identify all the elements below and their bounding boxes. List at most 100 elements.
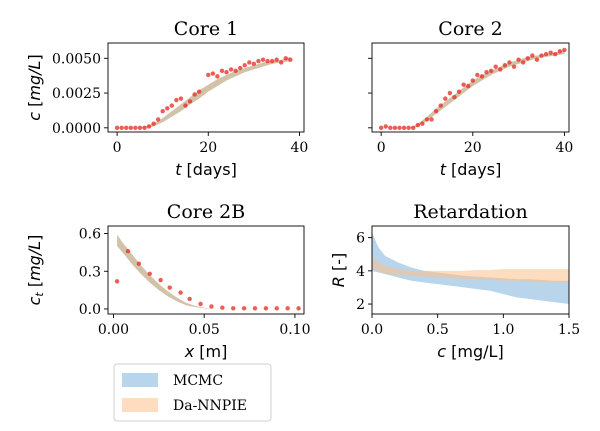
data-point [507,60,512,65]
x-tick-label: 1.5 [558,322,580,338]
y-tick-label: 0.0050 [52,51,101,67]
data-point [220,305,225,310]
x-tick-label: 20 [199,140,217,156]
data-point [263,306,269,311]
data-point [155,117,161,122]
y-tick-label: 4 [356,264,365,280]
x-tick-label: 0 [377,140,386,156]
data-point [420,121,425,126]
data-point [136,261,142,266]
band-danppie-retardation [372,255,569,283]
data-point [429,117,434,122]
data-point [215,74,220,79]
data-point [133,125,138,131]
data-point [525,56,530,61]
axes-frame [107,42,305,133]
data-point [488,68,494,74]
data-point [265,58,270,64]
y-tick-label: 2 [356,297,365,313]
data-point [397,125,402,131]
data-point [178,96,184,101]
chart-title: Retardation [413,201,527,223]
y-axis-label: R [-] [329,253,348,287]
axes-frame [371,42,570,133]
x-axis-label: t [days] [440,160,502,179]
data-point [174,97,179,103]
data-point [283,56,288,61]
legend: MCMC Da-NNPIE [113,363,272,422]
y-tick-label: 0.3 [79,264,101,280]
data-point [260,57,266,62]
legend-label-danppie: Da-NNPIE [173,398,247,414]
data-point [147,271,152,276]
panel-core1: 0 20 40 0.0000 0.0025 0.0050 Core 1 t [days] c [… [25,18,308,179]
data-point [269,58,275,64]
data-point [502,63,508,68]
data-point [406,125,411,131]
x-tick-label: 0.10 [279,322,310,338]
data-point [511,64,517,69]
plot-area-retardation [372,232,569,305]
data-point [557,49,563,54]
x-tick-label: 40 [291,140,309,156]
data-point [443,96,448,101]
data-point [285,306,290,311]
data-point [516,57,521,62]
y-tick-label: 6 [356,231,365,247]
data-point [169,103,175,108]
data-point [383,124,388,129]
data-point [137,125,143,131]
x-axis-label: t [days] [175,160,237,179]
data-point [219,68,225,74]
plot-area-core2 [378,47,567,131]
data-point [146,124,152,129]
data-point [274,306,279,311]
plot-area-core2b [114,234,301,311]
data-point [401,125,407,131]
data-point [247,60,252,65]
legend-swatch-mcmc [122,373,158,387]
x-tick-label: 0 [113,140,122,156]
data-point [228,67,234,72]
data-point [392,125,398,131]
legend-label-mcmc: MCMC [173,373,223,389]
x-tick-label: 0.00 [98,322,129,338]
panel-retardation: 0.0 0.5 1.0 1.5 2 4 6 Retardation c [mg/L] R [-] [329,201,580,361]
panel-core2b: 0.00 0.05 0.10 0.0 0.3 0.6 Core 2B x [m] ct [mg/… [25,201,311,361]
data-point [192,92,197,97]
chart-title: Core 2B [167,201,245,223]
axes-frame [371,225,570,315]
data-point [183,103,188,108]
data-point [206,72,211,78]
data-point [548,50,553,55]
data-point [242,63,247,68]
data-point [378,125,384,131]
data-point [484,70,489,75]
y-tick-label: 0.0 [79,302,101,318]
y-tick-label: 0.0025 [52,86,101,102]
data-point [274,57,279,62]
data-point [562,47,567,53]
data-point [209,304,214,309]
data-point [124,125,129,131]
data-point [456,89,462,94]
data-point [160,108,165,114]
x-axis-label: x [m] [184,342,228,361]
uncertainty-band-core2b [117,234,223,309]
y-axis-label: c [mg/L] [25,54,44,120]
data-point [424,117,430,122]
data-point [237,65,243,71]
data-point [543,51,549,57]
axes-frame [107,225,305,315]
plot-area-core1 [114,56,293,131]
data-point [438,103,443,108]
data-point [114,279,120,284]
data-point [142,125,147,131]
data-point [158,277,163,283]
data-point [498,67,503,72]
x-tick-label: 20 [464,140,482,156]
data-point [196,89,202,94]
data-point [241,306,247,311]
data-point [256,58,261,64]
